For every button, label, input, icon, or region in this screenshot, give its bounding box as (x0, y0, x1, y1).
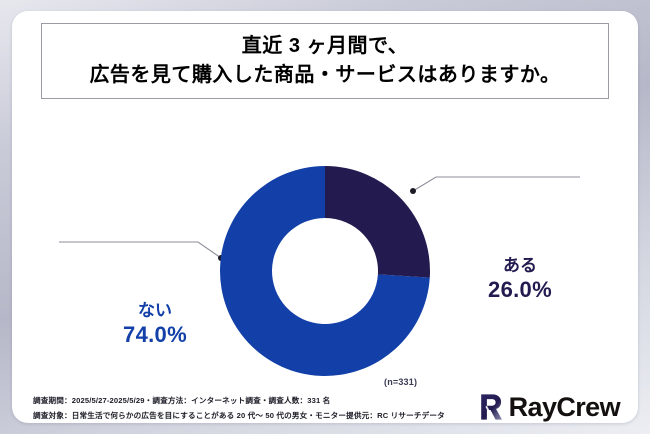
page-title: 直近 3 ヶ月間で、 広告を見て購入した商品・サービスはありますか。 (41, 23, 609, 99)
footer-survey-info: 調査期間：2025/5/27-2025/5/29・調査方法：インターネット調査・… (33, 393, 445, 423)
raycrew-r-mark-icon (480, 394, 502, 420)
sample-size-label: (n=331) (384, 377, 418, 387)
callout-aru-percent: 26.0% (488, 277, 552, 302)
footer-line-2: 調査対象：日常生活で何らかの広告を目にすることがある 20 代〜 50 代の男女… (33, 411, 445, 420)
leader-line-aru (410, 176, 580, 194)
callout-nai: ない 74.0% (90, 300, 220, 348)
title-line-1: 直近 3 ヶ月間で、 (241, 35, 409, 57)
footer-line-1: 調査期間：2025/5/27-2025/5/29・調査方法：インターネット調査・… (33, 396, 331, 405)
raycrew-logo: RayCrew (477, 391, 621, 423)
report-card: 直近 3 ヶ月間で、 広告を見て購入した商品・サービスはありますか。 ある (12, 11, 638, 423)
callout-nai-percent: 74.0% (123, 322, 187, 347)
donut-chart-svg (59, 166, 580, 376)
footer: 調査期間：2025/5/27-2025/5/29・調査方法：インターネット調査・… (12, 391, 638, 423)
callout-aru-category: ある (503, 256, 537, 275)
donut-chart: ある 26.0% ない 74.0% (12, 103, 638, 378)
callout-aru: ある 26.0% (455, 255, 585, 303)
callout-nai-category: ない (138, 301, 172, 320)
raycrew-wordmark: RayCrew (508, 392, 621, 422)
donut-slice-aru[interactable] (325, 166, 430, 278)
title-line-2: 広告を見て購入した商品・サービスはありますか。 (89, 64, 561, 86)
donut-slice-nai[interactable] (219, 166, 430, 376)
leader-line-nai (59, 241, 224, 261)
